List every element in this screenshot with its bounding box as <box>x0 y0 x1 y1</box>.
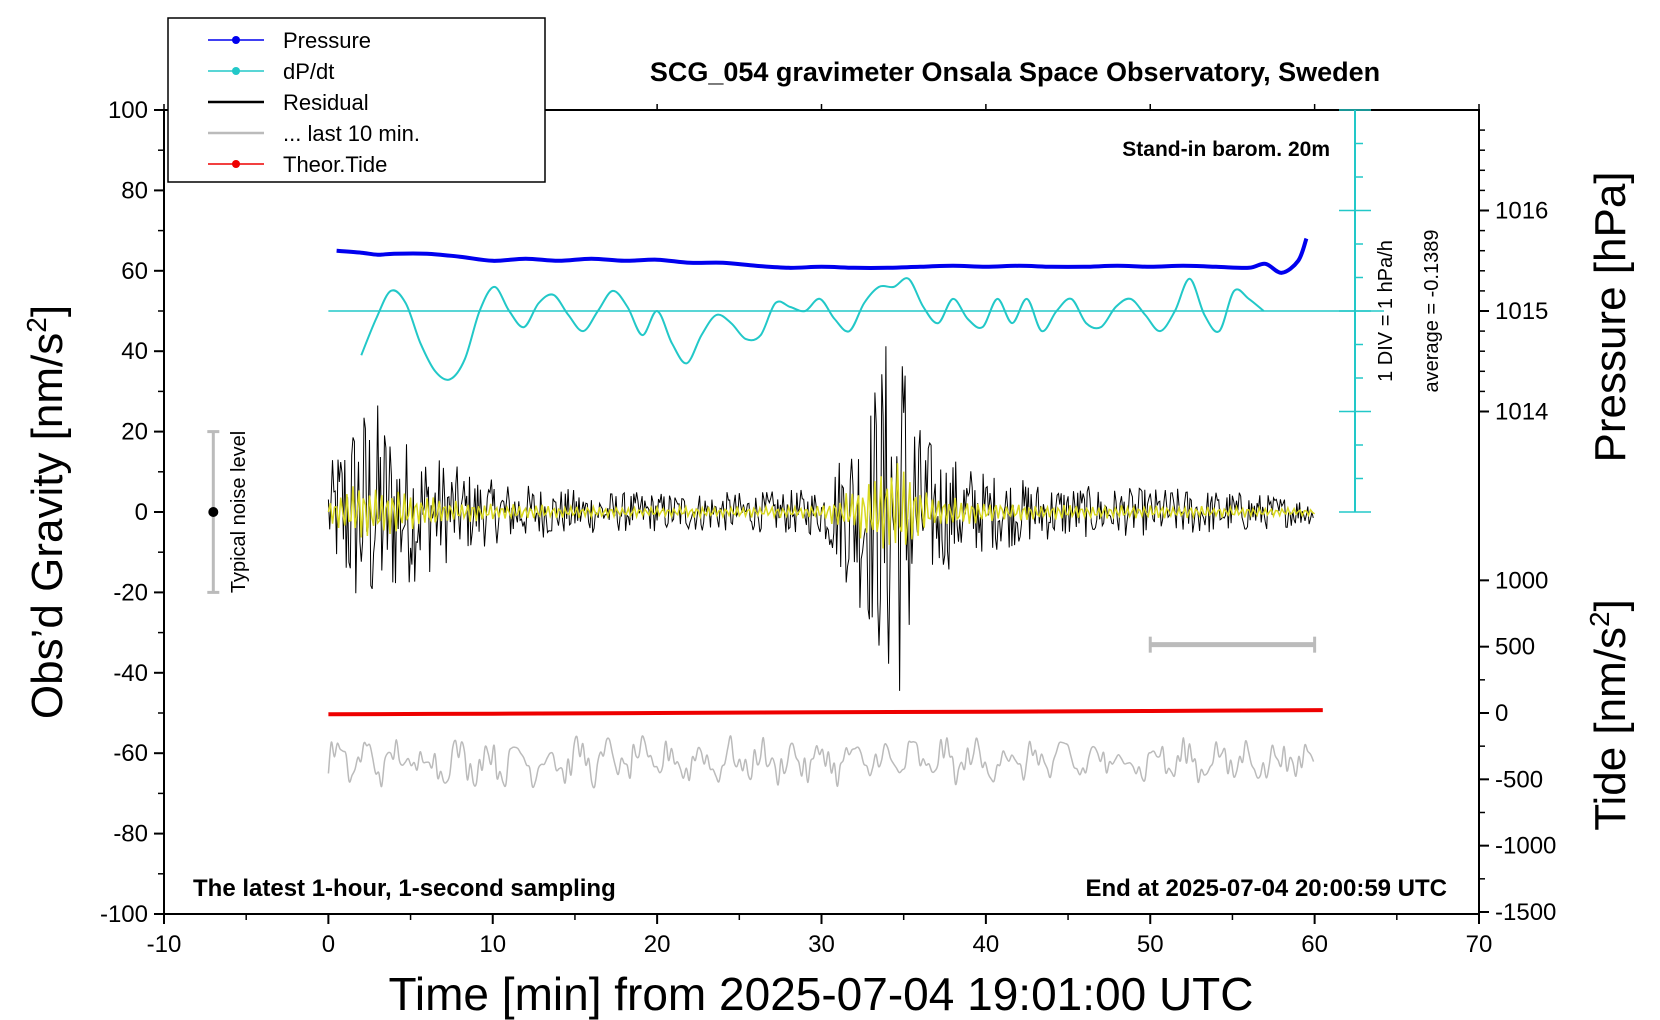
y-tick-label: -80 <box>113 821 148 848</box>
legend: Pressure dP/dt Residual ... last 10 min. The… <box>167 17 546 183</box>
legend-label-0: Pressure <box>283 28 371 53</box>
legend-label-4: Theor.Tide <box>283 152 387 177</box>
pressure-tick-label: 1015 <box>1495 298 1548 325</box>
x-tick-label: 20 <box>644 931 671 958</box>
y-tick-label: -100 <box>100 901 148 928</box>
y-tick-label: -60 <box>113 740 148 767</box>
tide-tick-label: 0 <box>1495 700 1508 727</box>
legend-label-3: ... last 10 min. <box>283 121 420 146</box>
tide-tick-label: 1000 <box>1495 567 1548 594</box>
tide-tick-label: 500 <box>1495 634 1535 661</box>
legend-marker-1 <box>232 67 240 75</box>
pressure-tick-label: 1014 <box>1495 399 1548 426</box>
y-tick-label: 40 <box>121 338 148 365</box>
y-axis-label-tide: Tide [nm/s2] <box>1584 599 1635 831</box>
x-tick-label: -10 <box>147 931 182 958</box>
y-tick-label: 60 <box>121 258 148 285</box>
y-tick-label: 0 <box>135 499 148 526</box>
y-tick-label: 20 <box>121 419 148 446</box>
x-tick-label: 30 <box>808 931 835 958</box>
tide-tick-label: -500 <box>1495 766 1543 793</box>
tide-tick-label: -1000 <box>1495 833 1556 860</box>
chart-title: SCG_054 gravimeter Onsala Space Observat… <box>650 57 1380 87</box>
residual-filtered-line <box>327 463 1316 549</box>
dpdt-scale-label: 1 DIV = 1 hPa/h <box>1375 240 1397 382</box>
x-tick-label: 0 <box>322 931 335 958</box>
y-axis-label-pressure: Pressure [hPa] <box>1586 171 1635 462</box>
y-tick-label: 80 <box>121 177 148 204</box>
x-tick-label: 50 <box>1137 931 1164 958</box>
noise-label: Typical noise level <box>228 431 250 593</box>
tide-line <box>328 708 1323 717</box>
legend-box <box>167 17 546 183</box>
legend-marker-0 <box>232 36 240 44</box>
x-tick-label: 10 <box>479 931 506 958</box>
pressure-tick-label: 1016 <box>1495 198 1548 225</box>
dpdt-line <box>360 277 1265 381</box>
y-tick-label: -20 <box>113 579 148 606</box>
y-tick-label: -40 <box>113 660 148 687</box>
bottom-left-note: The latest 1-hour, 1-second sampling <box>193 875 616 902</box>
x-tick-label: 40 <box>973 931 1000 958</box>
last10-bracket <box>1148 636 1317 653</box>
legend-label-2: Residual <box>283 90 369 115</box>
tide-tick-label: -1500 <box>1495 899 1556 926</box>
dpdt-average-label: average = -0.1389 <box>1421 230 1443 393</box>
noise-indicator <box>207 430 220 594</box>
y-axis-label-left: Obs’d Gravity [nm/s2] <box>21 305 72 719</box>
chart-subtitle: Stand-in barom. 20m <box>1122 138 1330 161</box>
legend-marker-4 <box>232 160 240 168</box>
x-tick-label: 60 <box>1301 931 1328 958</box>
bottom-right-note: End at 2025-07-04 20:00:59 UTC <box>1086 875 1448 902</box>
x-axis-label: Time [min] from 2025-07-04 19:01:00 UTC <box>389 968 1254 1020</box>
y-tick-label: 100 <box>108 97 148 124</box>
last10-line <box>327 735 1315 789</box>
legend-label-1: dP/dt <box>283 59 334 84</box>
pressure-line <box>336 237 1309 275</box>
residual-line <box>327 346 1314 691</box>
x-tick-label: 70 <box>1466 931 1493 958</box>
